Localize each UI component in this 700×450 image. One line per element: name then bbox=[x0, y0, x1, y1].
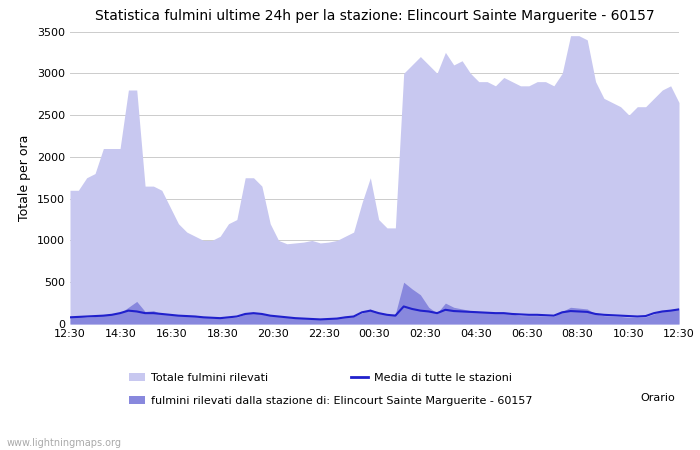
Text: Orario: Orario bbox=[640, 393, 676, 403]
Title: Statistica fulmini ultime 24h per la stazione: Elincourt Sainte Marguerite - 601: Statistica fulmini ultime 24h per la sta… bbox=[94, 9, 654, 23]
Legend: fulmini rilevati dalla stazione di: Elincourt Sainte Marguerite - 60157: fulmini rilevati dalla stazione di: Elin… bbox=[125, 392, 537, 410]
Y-axis label: Totale per ora: Totale per ora bbox=[18, 135, 32, 221]
Text: www.lightningmaps.org: www.lightningmaps.org bbox=[7, 438, 122, 448]
